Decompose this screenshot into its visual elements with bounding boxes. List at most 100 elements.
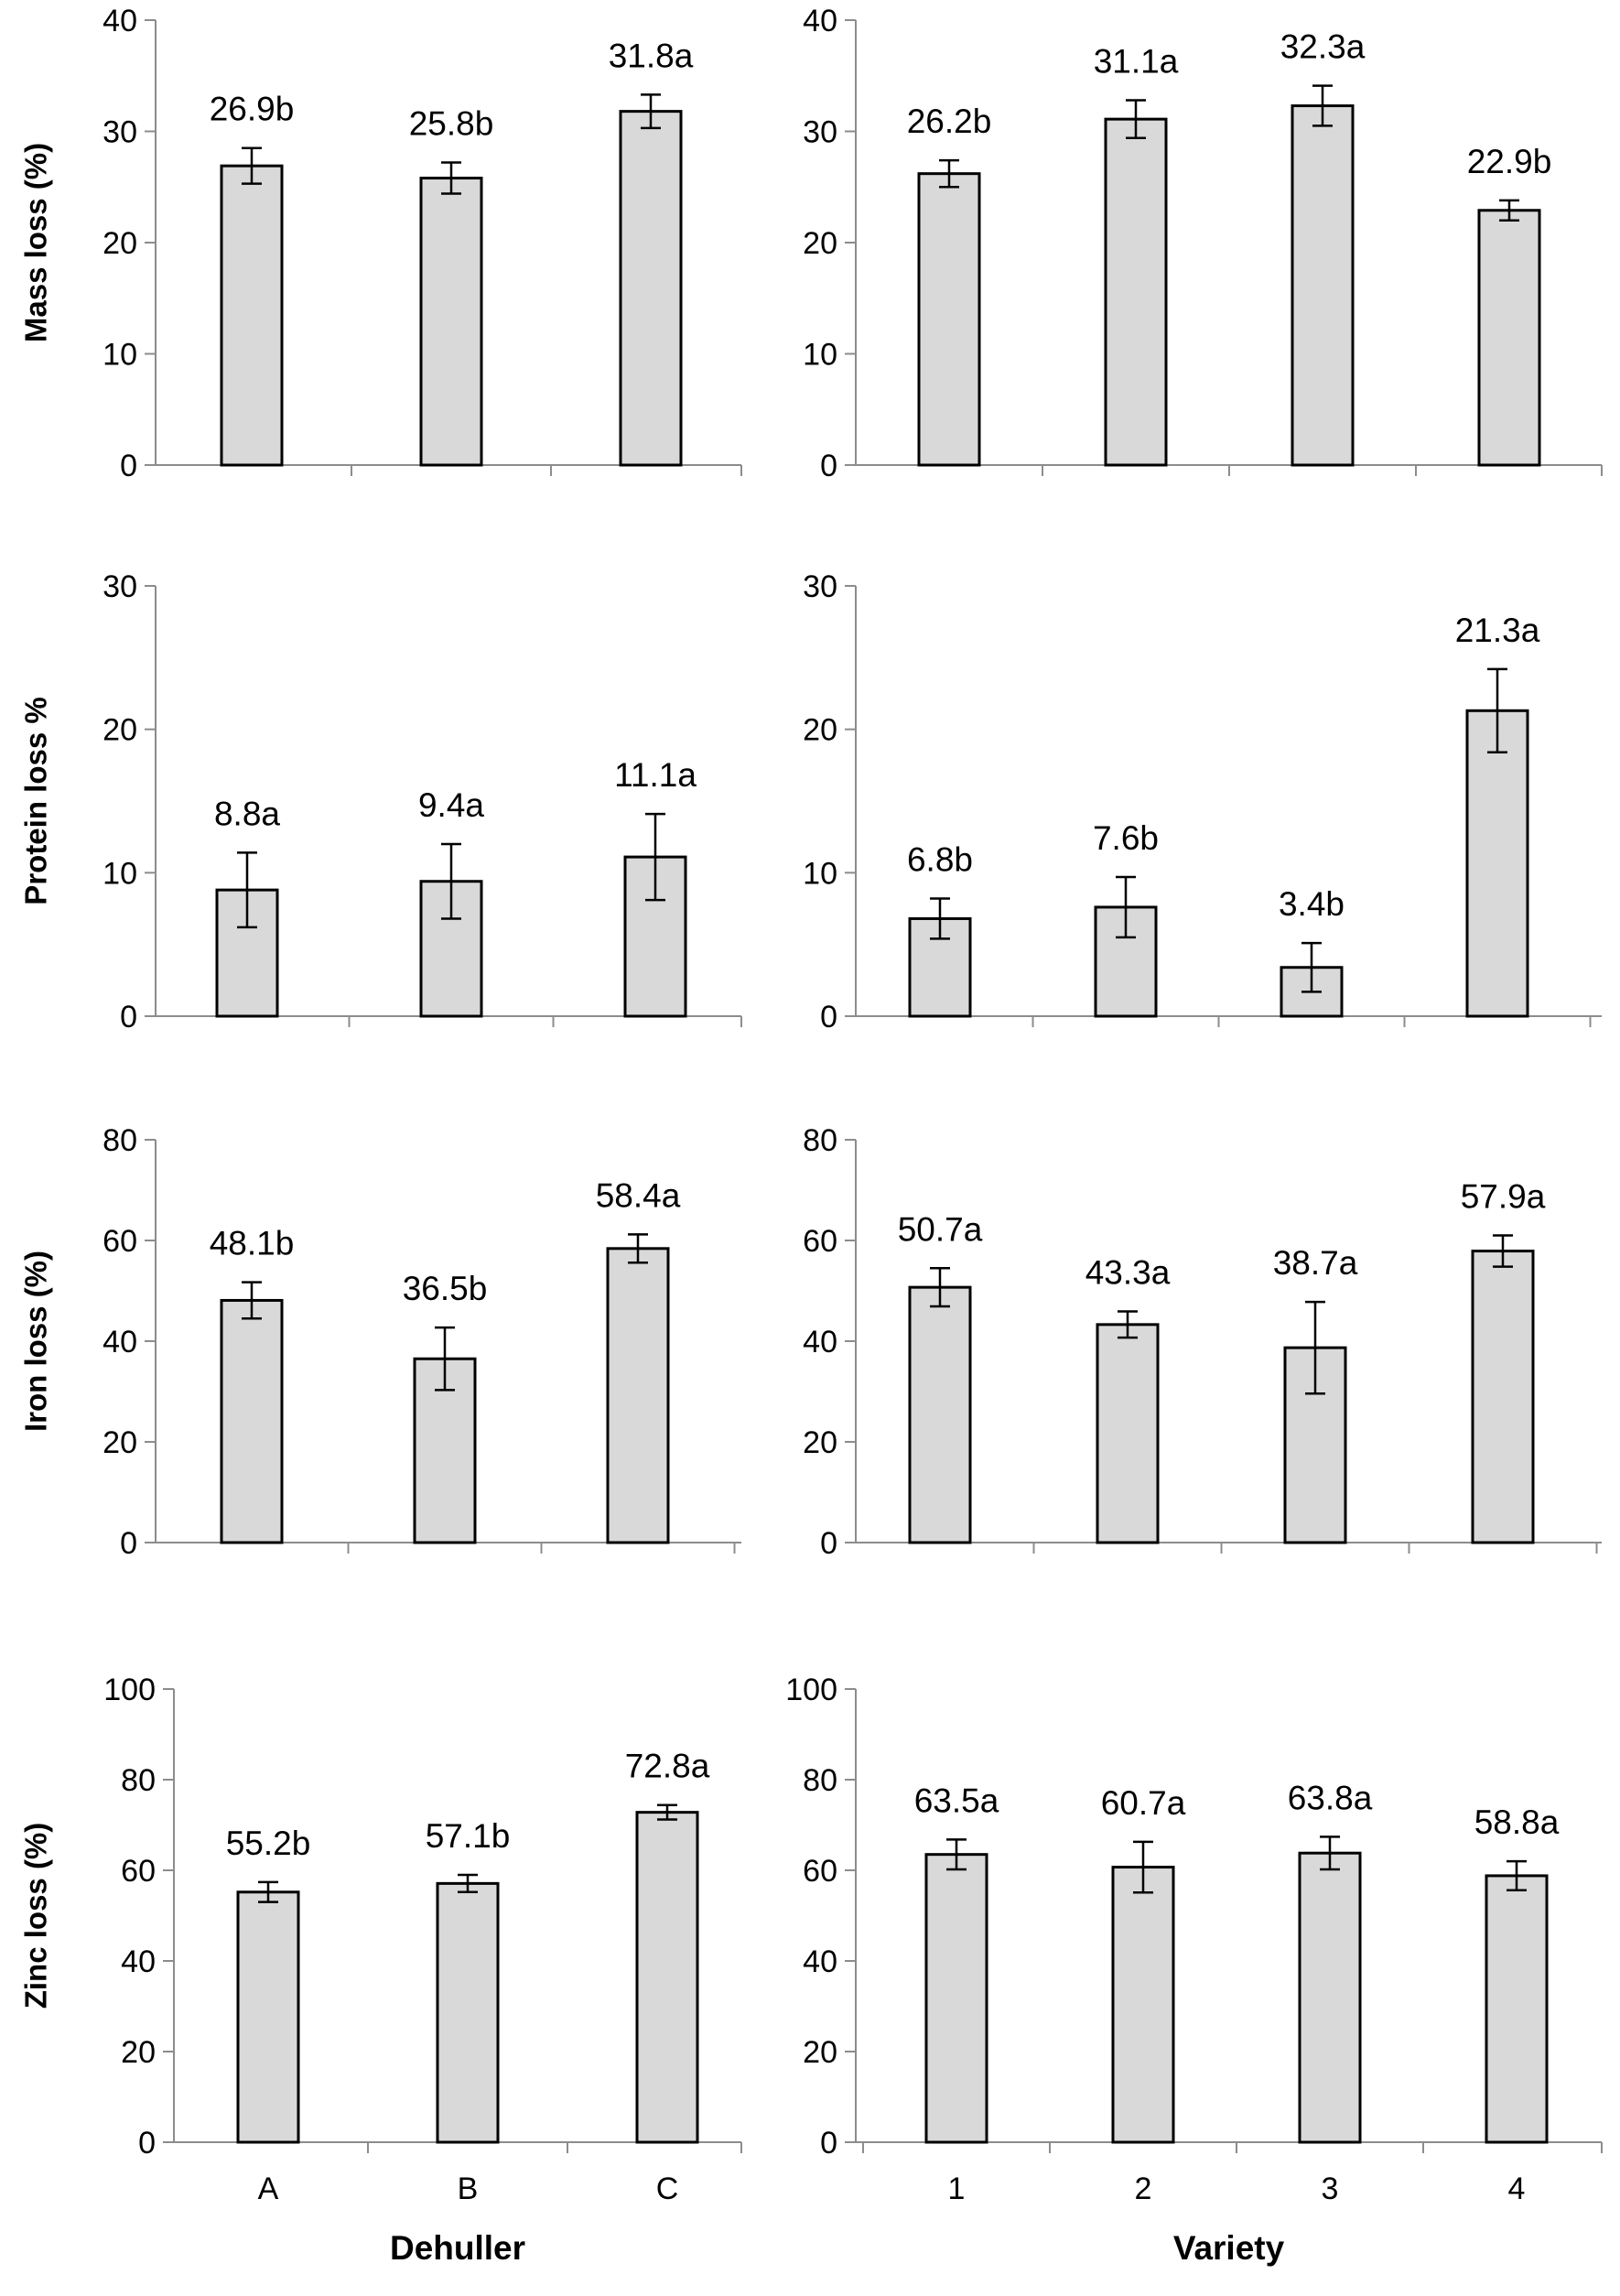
y-tick-label: 40 <box>103 4 137 38</box>
y-tick-label: 40 <box>803 1944 837 1979</box>
bar <box>220 1298 284 1544</box>
bar <box>917 172 981 467</box>
x-tick-label: 2 <box>1135 2171 1152 2206</box>
y-tick-label: 40 <box>121 1944 156 1979</box>
panel-zinc-loss-dehuller: 0 20 40 60 80 100 55.2b A 57.1b B 72.8a C Zinc loss … <box>19 1673 742 2267</box>
data-label: 22.9b <box>1467 143 1552 180</box>
y-tick-label: 20 <box>803 713 837 748</box>
y-tick-label: 20 <box>803 2035 837 2070</box>
y-tick-label: 10 <box>803 338 837 373</box>
data-label: 57.1b <box>426 1817 511 1855</box>
bar <box>1471 1250 1535 1544</box>
panel-zinc-loss-variety: 0 20 40 60 80 100 63.5a 1 60.7a 2 63.8a 3 58.8a 4 Vari… <box>785 1673 1603 2267</box>
data-label: 31.1a <box>1094 42 1179 80</box>
bar <box>236 1890 300 2144</box>
y-tick-label: 80 <box>803 1123 837 1158</box>
y-tick-label: 30 <box>103 115 137 150</box>
y-tick-label: 40 <box>803 4 837 38</box>
data-label: 63.5a <box>914 1782 999 1819</box>
data-label: 43.3a <box>1085 1254 1171 1292</box>
data-label: 31.8a <box>609 37 694 74</box>
bar <box>1298 1851 1362 2144</box>
data-label: 55.2b <box>226 1825 311 1862</box>
x-tick-label: A <box>258 2171 279 2206</box>
x-tick-label: 4 <box>1508 2171 1526 2206</box>
data-label: 25.8b <box>409 105 494 143</box>
y-tick-label: 10 <box>803 856 837 891</box>
y-tick-label: 0 <box>120 1526 137 1561</box>
data-label: 48.1b <box>210 1225 295 1262</box>
bar <box>1291 104 1355 467</box>
y-tick-label: 30 <box>103 569 137 604</box>
y-tick-label: 60 <box>103 1224 137 1259</box>
y-tick-label: 20 <box>103 1425 137 1460</box>
y-tick-label: 30 <box>803 569 837 604</box>
bar <box>436 1881 500 2144</box>
y-tick-label: 100 <box>785 1673 837 1707</box>
x-tick-label: C <box>656 2171 679 2206</box>
panel-protein-loss-variety: 0 10 20 30 6.8b 7.6b 3.4b 21.3a <box>803 569 1602 1034</box>
x-tick-label: 3 <box>1322 2171 1339 2206</box>
y-tick-label: 60 <box>803 1224 837 1259</box>
x-tick-label: 1 <box>948 2171 966 2206</box>
data-label: 57.9a <box>1461 1178 1546 1216</box>
panel-iron-loss-dehuller: 0 20 40 60 80 48.1b 36.5b 58.4a Iron loss (%) <box>19 1123 741 1561</box>
data-label: 58.8a <box>1474 1803 1560 1841</box>
data-label: 63.8a <box>1288 1779 1373 1816</box>
data-label: 36.5b <box>403 1270 488 1307</box>
bar <box>1465 709 1529 1018</box>
data-label: 3.4b <box>1279 885 1345 923</box>
y-tick-label: 0 <box>138 2126 156 2161</box>
y-axis-title: Protein loss % <box>19 697 53 904</box>
y-tick-label: 20 <box>103 226 137 261</box>
data-label: 58.4a <box>596 1176 681 1214</box>
y-tick-label: 0 <box>820 2126 837 2161</box>
bar <box>908 1285 972 1544</box>
data-label: 6.8b <box>907 841 973 879</box>
y-axis-title: Zinc loss (%) <box>19 1823 53 2009</box>
bar <box>1111 1866 1175 2144</box>
y-tick-label: 0 <box>120 449 137 483</box>
bar <box>419 177 483 467</box>
panel-protein-loss-dehuller: 0 10 20 30 8.8a 9.4a 11.1a Protein loss % <box>19 569 742 1034</box>
y-tick-label: 0 <box>120 1000 137 1034</box>
y-tick-label: 40 <box>103 1325 137 1359</box>
bar <box>220 164 284 467</box>
y-tick-label: 20 <box>103 713 137 748</box>
y-tick-label: 30 <box>803 115 837 150</box>
panel-mass-loss-variety: 0 10 20 30 40 26.2b 31.1a 32.3a 22.9b <box>803 4 1603 483</box>
data-label: 8.8a <box>214 795 280 832</box>
data-label: 60.7a <box>1101 1784 1186 1822</box>
bar <box>1096 1323 1160 1544</box>
bar <box>1477 209 1541 467</box>
bar <box>606 1247 670 1544</box>
data-label: 26.9b <box>210 91 295 128</box>
y-tick-label: 0 <box>820 1000 837 1034</box>
y-tick-label: 80 <box>121 1763 156 1798</box>
y-tick-label: 60 <box>121 1854 156 1889</box>
y-tick-label: 0 <box>820 449 837 483</box>
y-tick-label: 10 <box>103 338 137 373</box>
y-tick-label: 20 <box>121 2035 156 2070</box>
y-tick-label: 40 <box>803 1325 837 1359</box>
x-axis-title: Variety <box>1173 2229 1285 2267</box>
bar <box>619 110 683 467</box>
y-tick-label: 80 <box>103 1123 137 1158</box>
data-label: 11.1a <box>614 756 697 794</box>
y-tick-label: 20 <box>803 226 837 261</box>
panel-mass-loss-dehuller: 0 10 20 30 40 26.9b 25.8b 31.8a Mass loss (%) <box>19 4 742 483</box>
y-tick-label: 80 <box>803 1763 837 1798</box>
y-axis-title: Iron loss (%) <box>19 1251 53 1432</box>
y-axis-title: Mass loss (%) <box>19 143 53 342</box>
x-tick-label: B <box>458 2171 479 2206</box>
y-tick-label: 60 <box>803 1854 837 1889</box>
x-axis-title: Dehuller <box>390 2229 525 2267</box>
data-label: 38.7a <box>1273 1244 1358 1282</box>
bar <box>635 1811 699 2144</box>
y-tick-label: 100 <box>103 1673 156 1707</box>
data-label: 21.3a <box>1455 612 1540 649</box>
data-label: 32.3a <box>1280 28 1366 66</box>
bar <box>1104 117 1168 467</box>
y-tick-label: 10 <box>103 856 137 891</box>
data-label: 7.6b <box>1093 819 1159 857</box>
